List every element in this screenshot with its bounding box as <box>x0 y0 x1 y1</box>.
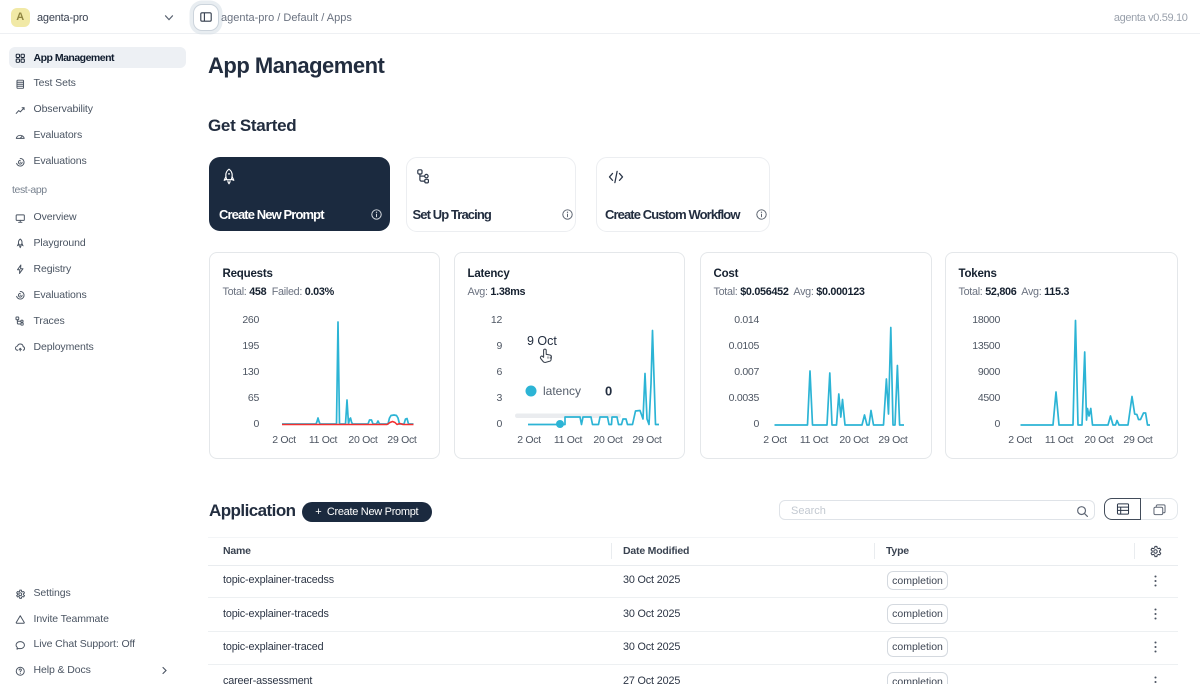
svg-text:0: 0 <box>605 384 612 399</box>
svg-text:latency: latency <box>543 384 581 398</box>
svg-text:9 Oct: 9 Oct <box>527 334 557 348</box>
